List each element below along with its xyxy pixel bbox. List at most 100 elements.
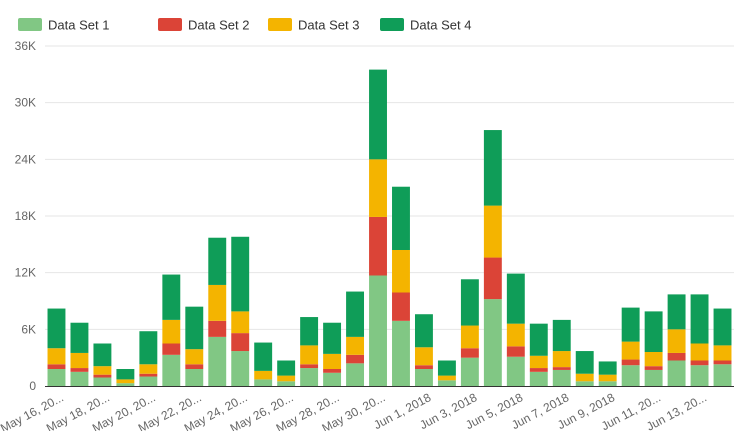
bar-segment-2[interactable] bbox=[506, 346, 525, 357]
bar-segment-2[interactable] bbox=[139, 373, 158, 377]
bar-segment-1[interactable] bbox=[346, 363, 365, 386]
bar-segment-1[interactable] bbox=[162, 354, 181, 386]
bar-segment-1[interactable] bbox=[598, 381, 617, 386]
bar-stack-27[interactable] bbox=[644, 311, 663, 386]
legend[interactable]: Data Set 1 Data Set 2 Data Set 3 Data Set 4 bbox=[18, 18, 471, 33]
bar-segment-3[interactable] bbox=[644, 352, 663, 367]
bar-stack-1[interactable] bbox=[47, 308, 66, 386]
bar-stack-4[interactable] bbox=[116, 369, 135, 386]
bar-stack-18[interactable] bbox=[437, 360, 456, 387]
bar-segment-2[interactable] bbox=[369, 216, 387, 276]
bar-segment-4[interactable] bbox=[483, 130, 502, 206]
legend-item-1[interactable]: Data Set 1 bbox=[18, 18, 109, 33]
bar-stack-25[interactable] bbox=[598, 361, 617, 386]
bar-stack-29[interactable] bbox=[690, 294, 709, 386]
bar-stack-15[interactable] bbox=[369, 69, 387, 387]
bar-segment-2[interactable] bbox=[392, 292, 410, 321]
bar-segment-3[interactable] bbox=[414, 347, 433, 366]
bar-segment-3[interactable] bbox=[621, 341, 640, 360]
bar-stack-20[interactable] bbox=[483, 130, 502, 386]
bar-segment-1[interactable] bbox=[254, 379, 273, 386]
bar-segment-2[interactable] bbox=[644, 366, 663, 370]
bar-segment-4[interactable] bbox=[437, 360, 456, 376]
bar-segment-3[interactable] bbox=[369, 159, 387, 217]
bar-segment-3[interactable] bbox=[185, 349, 204, 365]
bar-segment-2[interactable] bbox=[414, 365, 433, 369]
bar-stack-5[interactable] bbox=[139, 331, 158, 386]
bar-segment-1[interactable] bbox=[208, 336, 227, 386]
bar-segment-2[interactable] bbox=[323, 369, 342, 373]
bar-segment-3[interactable] bbox=[529, 355, 548, 369]
bar-segment-1[interactable] bbox=[575, 381, 594, 386]
bar-segment-4[interactable] bbox=[690, 294, 709, 344]
bar-segment-3[interactable] bbox=[323, 353, 342, 369]
bar-segment-3[interactable] bbox=[70, 352, 89, 369]
bar-segment-4[interactable] bbox=[277, 360, 296, 376]
bar-segment-1[interactable] bbox=[139, 376, 158, 386]
bar-segment-4[interactable] bbox=[116, 369, 135, 380]
bar-segment-1[interactable] bbox=[300, 368, 319, 386]
bar-segment-4[interactable] bbox=[208, 237, 227, 285]
bar-segment-4[interactable] bbox=[598, 361, 617, 375]
bar-segment-3[interactable] bbox=[392, 250, 410, 293]
bar-segment-1[interactable] bbox=[690, 365, 709, 386]
bar-segment-3[interactable] bbox=[598, 374, 617, 382]
bar-segment-2[interactable] bbox=[621, 359, 640, 366]
bar-stack-19[interactable] bbox=[460, 279, 479, 386]
bar-segment-4[interactable] bbox=[506, 273, 525, 324]
bar-segment-4[interactable] bbox=[346, 291, 365, 337]
bar-segment-4[interactable] bbox=[139, 331, 158, 365]
bar-segment-3[interactable] bbox=[300, 345, 319, 365]
bar-segment-2[interactable] bbox=[93, 374, 112, 378]
bar-segment-2[interactable] bbox=[346, 354, 365, 364]
bar-stack-24[interactable] bbox=[575, 351, 594, 386]
bar-stack-17[interactable] bbox=[414, 314, 433, 386]
bar-segment-2[interactable] bbox=[713, 360, 732, 365]
bar-segment-2[interactable] bbox=[552, 367, 571, 370]
bar-stack-12[interactable] bbox=[300, 317, 319, 386]
bar-segment-4[interactable] bbox=[300, 317, 319, 346]
bar-segment-3[interactable] bbox=[690, 343, 709, 361]
bar-segment-4[interactable] bbox=[713, 308, 732, 346]
bar-stack-6[interactable] bbox=[162, 274, 181, 386]
bar-stack-30[interactable] bbox=[713, 308, 732, 386]
bar-segment-3[interactable] bbox=[667, 329, 686, 353]
legend-item-3[interactable]: Data Set 3 bbox=[268, 18, 359, 33]
bar-stack-16[interactable] bbox=[392, 186, 410, 386]
bar-segment-1[interactable] bbox=[483, 299, 502, 386]
bar-segment-4[interactable] bbox=[47, 308, 66, 349]
bar-segment-3[interactable] bbox=[277, 375, 296, 382]
bar-segment-2[interactable] bbox=[47, 364, 66, 369]
bar-segment-1[interactable] bbox=[231, 351, 250, 386]
bar-stack-8[interactable] bbox=[208, 237, 227, 386]
bar-segment-2[interactable] bbox=[483, 257, 502, 300]
bar-segment-2[interactable] bbox=[231, 333, 250, 352]
bar-stack-7[interactable] bbox=[185, 306, 204, 386]
bar-segment-3[interactable] bbox=[552, 351, 571, 368]
bar-segment-1[interactable] bbox=[644, 369, 663, 386]
bar-segment-3[interactable] bbox=[575, 373, 594, 382]
bar-segment-3[interactable] bbox=[93, 366, 112, 375]
bar-stack-11[interactable] bbox=[277, 360, 296, 387]
bar-segment-4[interactable] bbox=[369, 69, 387, 160]
bar-segment-3[interactable] bbox=[47, 348, 66, 365]
bar-segment-1[interactable] bbox=[369, 275, 387, 387]
bar-segment-4[interactable] bbox=[575, 351, 594, 374]
bar-segment-1[interactable] bbox=[437, 380, 456, 386]
bar-segment-4[interactable] bbox=[667, 294, 686, 330]
bar-segment-1[interactable] bbox=[47, 369, 66, 386]
bar-stack-23[interactable] bbox=[552, 319, 571, 386]
bar-segment-1[interactable] bbox=[277, 381, 296, 386]
bar-stack-21[interactable] bbox=[506, 273, 525, 386]
bar-segment-3[interactable] bbox=[139, 364, 158, 374]
bar-segment-3[interactable] bbox=[483, 205, 502, 258]
bar-segment-1[interactable] bbox=[713, 364, 732, 386]
bar-stack-10[interactable] bbox=[254, 342, 273, 386]
bar-segment-1[interactable] bbox=[185, 369, 204, 386]
bar-segment-2[interactable] bbox=[300, 364, 319, 369]
bar-segment-4[interactable] bbox=[323, 322, 342, 354]
bar-stack-22[interactable] bbox=[529, 323, 548, 386]
bar-segment-3[interactable] bbox=[116, 379, 135, 384]
bar-segment-3[interactable] bbox=[713, 345, 732, 361]
bar-stack-28[interactable] bbox=[667, 294, 686, 386]
